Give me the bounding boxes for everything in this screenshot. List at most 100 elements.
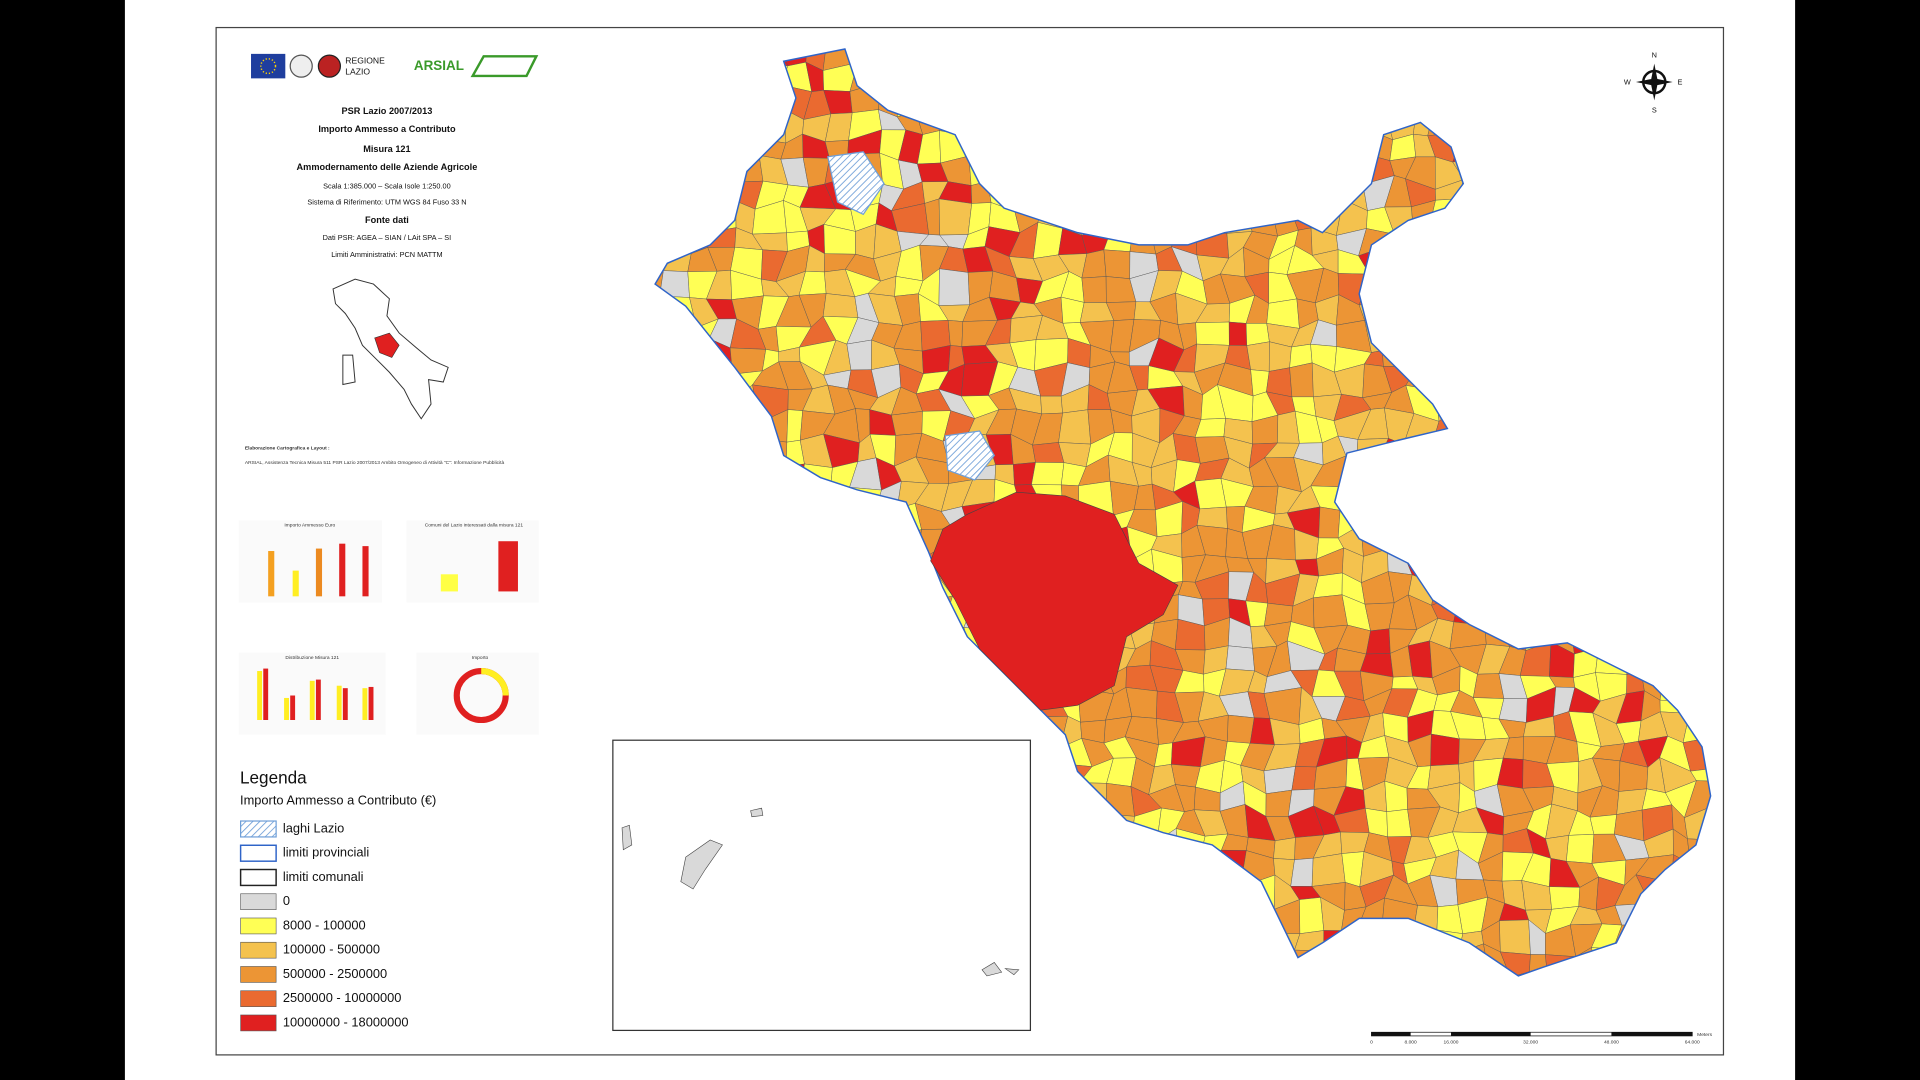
municipality xyxy=(1291,766,1317,791)
mini-chart-title: Distribuzione Misura 121 xyxy=(285,655,339,661)
lazio-emblem xyxy=(317,54,342,78)
legend-swatch xyxy=(239,868,277,887)
header-line: Misura 121 xyxy=(363,144,410,154)
scale-label: 32.000 xyxy=(1523,1039,1538,1045)
lazio-highlight xyxy=(374,332,400,358)
header-line: PSR Lazio 2007/2013 xyxy=(342,106,433,116)
municipality xyxy=(1299,897,1325,934)
legend-swatch xyxy=(240,893,277,910)
municipality xyxy=(822,293,859,318)
mini-chart-bg xyxy=(238,520,383,603)
mini-charts: Importo Ammesso Euro Comuni del Lazio in… xyxy=(238,520,539,735)
municipality xyxy=(1313,594,1348,629)
header-line: Ammodernamento delle Aziende Agricole xyxy=(297,162,478,172)
municipality xyxy=(1589,814,1617,835)
municipality xyxy=(1498,698,1528,723)
scale-label: 0 xyxy=(1370,1039,1373,1045)
credits-text: ARSIAL, Assistenza Tecnica Misura 511 PS… xyxy=(245,460,505,466)
legend-subtitle: Importo Ammesso a Contributo (€) xyxy=(240,792,436,807)
municipality xyxy=(1171,764,1201,788)
municipality xyxy=(846,339,872,371)
frame xyxy=(215,26,1725,1056)
mini-bar xyxy=(440,574,458,592)
municipality xyxy=(1032,222,1063,259)
header: PSR Lazio 2007/2013 Importo Ammesso a Con… xyxy=(297,106,478,259)
mini-chart-title: Importo Ammesso Euro xyxy=(284,523,335,529)
compass-label: N xyxy=(1652,51,1657,60)
municipality xyxy=(1268,341,1292,372)
logo-text: LAZIO xyxy=(345,67,370,77)
municipality xyxy=(1265,789,1293,817)
mini-bar xyxy=(292,570,299,597)
mini-chart-bg xyxy=(406,520,539,603)
municipality xyxy=(1196,506,1228,529)
municipality xyxy=(1195,321,1230,346)
municipality xyxy=(1058,409,1092,445)
mini-bar xyxy=(268,551,275,597)
mini-bar xyxy=(362,546,369,597)
municipality xyxy=(1549,886,1581,910)
scale-label: 8.000 xyxy=(1405,1039,1417,1045)
municipality xyxy=(1031,462,1065,486)
legend-swatch xyxy=(240,820,277,838)
italy-emblem xyxy=(289,54,313,78)
rome-municipality xyxy=(930,491,1179,711)
logo-text: ARSIAL xyxy=(414,58,464,73)
legend-label: 8000 - 100000 xyxy=(283,917,366,932)
header-line: Sistema di Riferimento: UTM WGS 84 Fuso … xyxy=(307,197,466,206)
scale-label: 64.000 xyxy=(1685,1039,1700,1045)
mini-chart-title: Comuni del Lazio interessati dalla misur… xyxy=(425,523,524,529)
header-line: Importo Ammesso a Contributo xyxy=(318,124,456,134)
municipality xyxy=(938,268,970,306)
municipality xyxy=(1290,858,1314,887)
municipality xyxy=(938,198,972,236)
mini-chart-title: Importo xyxy=(472,655,489,661)
legend-swatch xyxy=(240,990,277,1007)
mini-bar xyxy=(315,548,323,597)
legend-label: 100000 - 500000 xyxy=(283,942,380,957)
scale-unit: Meters xyxy=(1697,1032,1712,1038)
legend-swatch xyxy=(240,1014,277,1032)
municipality xyxy=(1566,834,1595,864)
legend: laghi Lazio limiti provinciali limiti comu… xyxy=(239,820,409,1032)
legend-title: Legenda xyxy=(240,768,307,788)
credits-label: Elaborazione Cartografica e Layout : xyxy=(245,445,330,451)
logos: REGIONE LAZIO ARSIAL xyxy=(251,53,539,79)
header-line: Scala 1:385.000 – Scala Isole 1:250.00 xyxy=(323,182,451,191)
eu-flag xyxy=(251,53,286,79)
header-line: Limiti Amministrativi: PCN MATTM xyxy=(331,250,442,259)
legend-swatch xyxy=(240,966,277,983)
compass-label: W xyxy=(1624,77,1631,86)
municipality xyxy=(1228,321,1247,346)
region-outline xyxy=(654,48,1712,977)
header-line: Fonte dati xyxy=(365,215,409,225)
compass-label: S xyxy=(1652,106,1657,115)
municipality xyxy=(1227,714,1255,744)
municipality xyxy=(1499,919,1531,955)
scale-label: 48.000 xyxy=(1604,1039,1619,1045)
municipality xyxy=(1246,341,1270,372)
municipality xyxy=(1318,506,1341,539)
municipality xyxy=(1263,766,1296,794)
legend-label: 500000 - 2500000 xyxy=(283,966,387,981)
eu-stars xyxy=(260,58,277,75)
legend-swatch xyxy=(240,941,277,959)
municipality xyxy=(1040,395,1063,415)
mini-bar xyxy=(339,543,346,597)
legend-swatch xyxy=(240,917,277,935)
municipality xyxy=(1473,673,1505,699)
municipality xyxy=(1273,837,1296,860)
mini-donut-slice xyxy=(481,667,509,696)
municipality xyxy=(1103,249,1131,279)
logo-psr xyxy=(470,55,539,78)
scale-label: 16.000 xyxy=(1444,1039,1459,1045)
legend-swatch xyxy=(239,844,277,862)
legend-label: limiti comunali xyxy=(283,869,364,884)
municipality xyxy=(1386,809,1412,838)
legend-label: 2500000 - 10000000 xyxy=(283,990,402,1005)
legend-label: 10000000 - 18000000 xyxy=(283,1014,409,1029)
logo-text: REGIONE xyxy=(345,56,385,66)
municipality xyxy=(1430,733,1460,767)
